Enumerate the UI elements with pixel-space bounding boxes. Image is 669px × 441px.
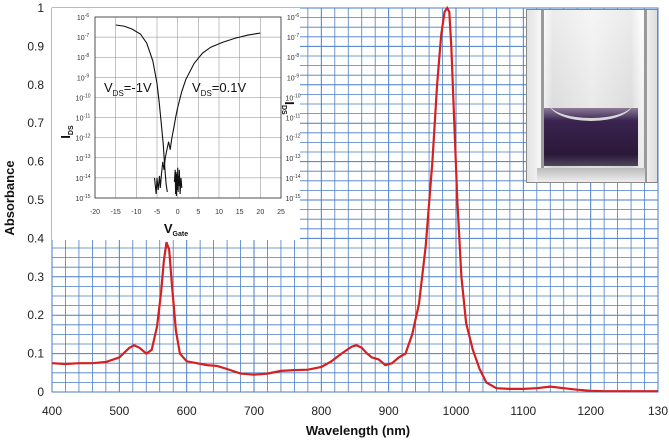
y-tick-label: 0 (37, 385, 44, 399)
inset-y2-tick-label: 10-11 (286, 114, 301, 123)
inset-x-tick-label: 5 (196, 209, 200, 216)
inset-y2-tick-label: 10-10 (285, 93, 300, 102)
y-tick-label: 0.5 (27, 193, 44, 207)
inset-y-tick-label: 10-12 (75, 134, 90, 143)
inset-y2-tick-label: 10-12 (285, 134, 300, 143)
inset-x-tick-label: 0 (176, 209, 180, 216)
inset-y-tick-label: 10-6 (77, 13, 89, 22)
inset-y-tick-label: 10-15 (75, 194, 90, 203)
inset-y-tick-label: 10-13 (75, 154, 90, 163)
x-tick-label: 800 (311, 404, 331, 418)
inset-y-tick-label: 10-7 (77, 33, 89, 42)
y-axis-title: Absorbance (2, 160, 17, 235)
x-axis-title: Wavelength (nm) (306, 423, 410, 438)
inset-y-tick-label: 10-10 (75, 93, 90, 102)
y-tick-label: 0.6 (27, 155, 44, 169)
x-tick-label: 500 (109, 404, 129, 418)
x-tick-label: 1000 (443, 404, 470, 418)
x-tick-label: 900 (379, 404, 399, 418)
inset-plot-frame (94, 16, 282, 199)
inset-x-tick-label: -20 (90, 209, 100, 216)
inset-y2-tick-label: 10-15 (285, 194, 300, 203)
x-tick-label: 400 (42, 404, 62, 418)
y-tick-label: 0.9 (27, 39, 44, 53)
x-tick-label: 1100 (510, 404, 536, 418)
cuvette-photo (526, 9, 658, 183)
inset-y2-tick-label: 10-6 (287, 13, 299, 22)
y-tick-label: 0.1 (27, 347, 44, 361)
y-tick-label: 1 (37, 1, 44, 15)
inset-y2-tick-label: 10-13 (285, 154, 300, 163)
inset-x-tick-label: 20 (256, 209, 264, 216)
inset-y2-tick-label: 10-9 (287, 73, 299, 82)
x-tick-label: 130 (648, 404, 668, 418)
inset-series-line-0 (115, 24, 168, 193)
inset-x-tick-label: -10 (131, 209, 141, 216)
inset-annotation-vds-neg: VDS=-1V (104, 80, 152, 98)
inset-x-tick-label: -5 (154, 209, 160, 216)
y-tick-label: 0.7 (27, 116, 44, 130)
inset-x-tick-label: 25 (277, 209, 285, 216)
inset-y2-axis-title: IDS (280, 101, 297, 115)
inset-y-tick-label: 10-11 (76, 114, 91, 123)
inset-y-tick-label: 10-8 (77, 53, 89, 62)
x-tick-label: 700 (244, 404, 264, 418)
inset-y2-tick-label: 10-8 (287, 53, 299, 62)
y-tick-label: 0.3 (27, 270, 44, 284)
y-tick-label: 0.2 (27, 308, 44, 322)
inset-x-axis-title: VGate (164, 221, 188, 238)
inset-series-line-2 (173, 167, 183, 197)
inset-annotation-vds-pos: VDS=0.1V (192, 80, 246, 98)
inset-y-tick-label: 10-14 (75, 174, 90, 183)
inset-y-axis-title: IDS (58, 125, 75, 139)
cuvette-meniscus (549, 96, 633, 121)
inset-series-line-1 (153, 32, 261, 195)
cuvette-base (537, 168, 645, 182)
absorbance-series-line (51, 5, 658, 393)
inset-x-tick-label: 10 (215, 209, 223, 216)
inset-background (52, 8, 300, 240)
inset-y2-tick-label: 10-7 (287, 33, 299, 42)
x-tick-label: 600 (177, 404, 197, 418)
inset-x-tick-label: 15 (236, 209, 244, 216)
x-tick-label: 1200 (577, 404, 604, 418)
y-tick-label: 0.8 (27, 78, 44, 92)
inset-y-tick-label: 10-9 (77, 73, 89, 82)
inset-transfer-chart: -20 -15 -10 -5 0 5 10 15 20 25 10-6 10-6 10-7 10-7 10-… (52, 8, 301, 240)
main-tick-labels: 400 500 600 700 800 900 1000 1100 1200 13000.10.2… (27, 1, 668, 418)
inset-y2-tick-label: 10-14 (285, 174, 300, 183)
inset-x-tick-label: -15 (111, 209, 121, 216)
inset-tick-labels: -20 -15 -10 -5 0 5 10 15 20 25 10-6 10-6 10-7 10-7 10-… (75, 13, 300, 216)
inset-series (115, 24, 261, 197)
y-tick-label: 0.4 (27, 231, 44, 245)
